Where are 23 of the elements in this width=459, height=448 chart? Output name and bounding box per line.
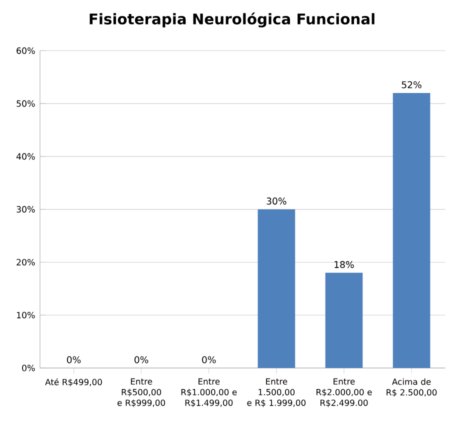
chart-title: Fisioterapia Neurológica Funcional <box>90 12 374 28</box>
data-label: 0% <box>202 356 216 364</box>
data-label: 18% <box>334 261 354 268</box>
x-tick-label: Acima de R$ 2.500,00 <box>386 378 437 397</box>
data-label: 52% <box>402 81 422 88</box>
data-label: 0% <box>134 356 148 364</box>
bar <box>392 92 430 368</box>
bar <box>325 272 363 368</box>
x-tick-label: Entre R$500,00 e R$999,00 <box>118 378 166 408</box>
x-tick-label: Entre R$1.000,00 e R$1.499,00 <box>181 378 237 408</box>
y-tick-label: 10% <box>16 312 35 318</box>
y-tick-label: 20% <box>16 258 35 266</box>
y-tick-label: 50% <box>16 100 35 107</box>
data-label: 30% <box>266 198 286 205</box>
data-label: 0% <box>66 356 81 364</box>
y-tick-label: 40% <box>16 153 35 160</box>
x-tick-label: Entre R$2.000,00 e R$2.499.00 <box>316 378 372 408</box>
bar <box>258 209 296 368</box>
x-tick-label: Até R$499,00 <box>45 378 102 386</box>
x-tick-label: Entre 1.500,00 e R$ 1.999,00 <box>247 378 306 408</box>
y-tick-label: 30% <box>16 206 35 213</box>
y-tick-label: 0% <box>22 364 35 372</box>
y-tick-label: 60% <box>16 47 35 54</box>
